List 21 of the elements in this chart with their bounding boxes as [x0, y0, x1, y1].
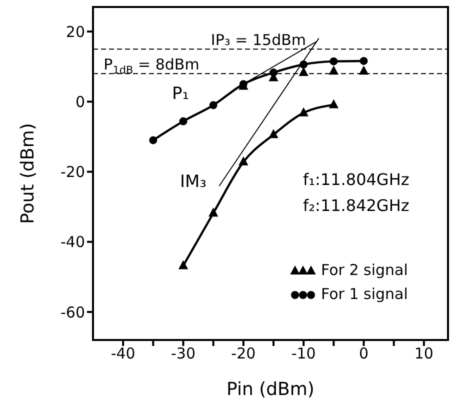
x-axis-title: Pin (dBm) [226, 379, 314, 400]
x-tick-label: 10 [414, 344, 434, 363]
annotation: f₁:11.804GHz [303, 170, 410, 189]
y-tick-label: -20 [60, 163, 85, 182]
ref-line-label: P$_{1dB}$ = 8dBm [104, 56, 200, 77]
annotation: f₂:11.842GHz [303, 196, 410, 215]
x-tick-label: -40 [110, 344, 136, 363]
legend-label: For 1 signal [321, 285, 408, 303]
y-tick-label: 0 [75, 92, 85, 111]
annotation: P₁ [172, 84, 190, 104]
x-tick-label: -20 [231, 344, 256, 363]
y-axis-title: Pout (dBm) [17, 123, 38, 224]
x-tick-label: 0 [358, 344, 369, 363]
legend-label: For 2 signal [321, 261, 408, 279]
y-tick-label: -40 [60, 233, 85, 252]
annotation: IM₃ [180, 172, 206, 192]
y-tick-label: 20 [66, 22, 85, 41]
ref-line-label: IP₃ = 15dBm [210, 31, 306, 50]
x-tick-label: -10 [291, 344, 316, 363]
y-tick-label: -60 [60, 303, 85, 322]
x-tick-label: -30 [171, 344, 196, 363]
